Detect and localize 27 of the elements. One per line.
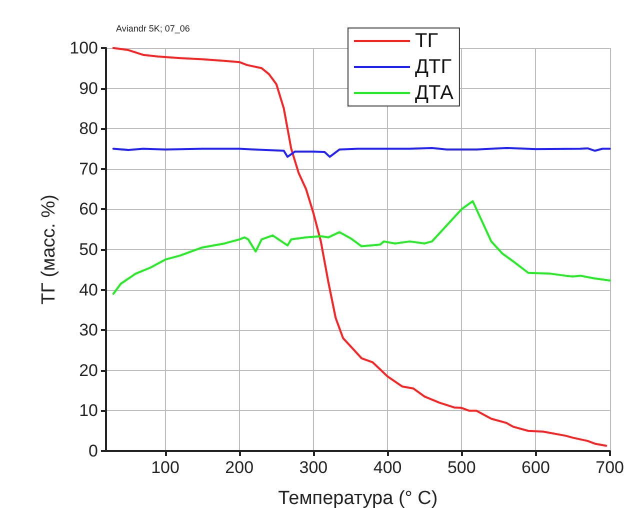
line-series (112, 47, 608, 447)
y-tick-label: 70 (79, 159, 98, 178)
y-tick-label: 0 (88, 442, 98, 460)
y-tick-label: 30 (79, 320, 98, 340)
line-series (112, 146, 611, 158)
x-tick-label: 600 (522, 458, 550, 477)
y-tick-label: 60 (79, 200, 98, 219)
y-tick-label: 90 (79, 78, 98, 98)
line-series (112, 200, 611, 295)
y-axis-title: ТГ (масс. %) (38, 194, 60, 304)
legend-label: ДТГ (415, 56, 452, 78)
y-tick-label: 20 (79, 360, 98, 380)
legend-label: ТГ (415, 30, 438, 52)
x-tick-label: 400 (373, 458, 402, 477)
y-tick-label: 50 (79, 240, 98, 259)
x-axis-title: Температура (° C) (278, 488, 438, 509)
y-tick-label: 10 (79, 401, 98, 420)
legend-label: ДТА (415, 82, 454, 104)
y-tick-label: 100 (70, 38, 98, 58)
text: Aviandr 5K; 07_06 (116, 24, 190, 34)
x-tick-label: 700 (596, 458, 624, 477)
y-tick-label: 40 (79, 280, 98, 300)
y-tick-label: 80 (79, 119, 98, 138)
x-tick-label: 200 (225, 458, 254, 477)
x-tick-label: 500 (447, 458, 476, 477)
x-tick-label: 300 (299, 458, 328, 477)
x-tick-label: 100 (151, 458, 180, 477)
